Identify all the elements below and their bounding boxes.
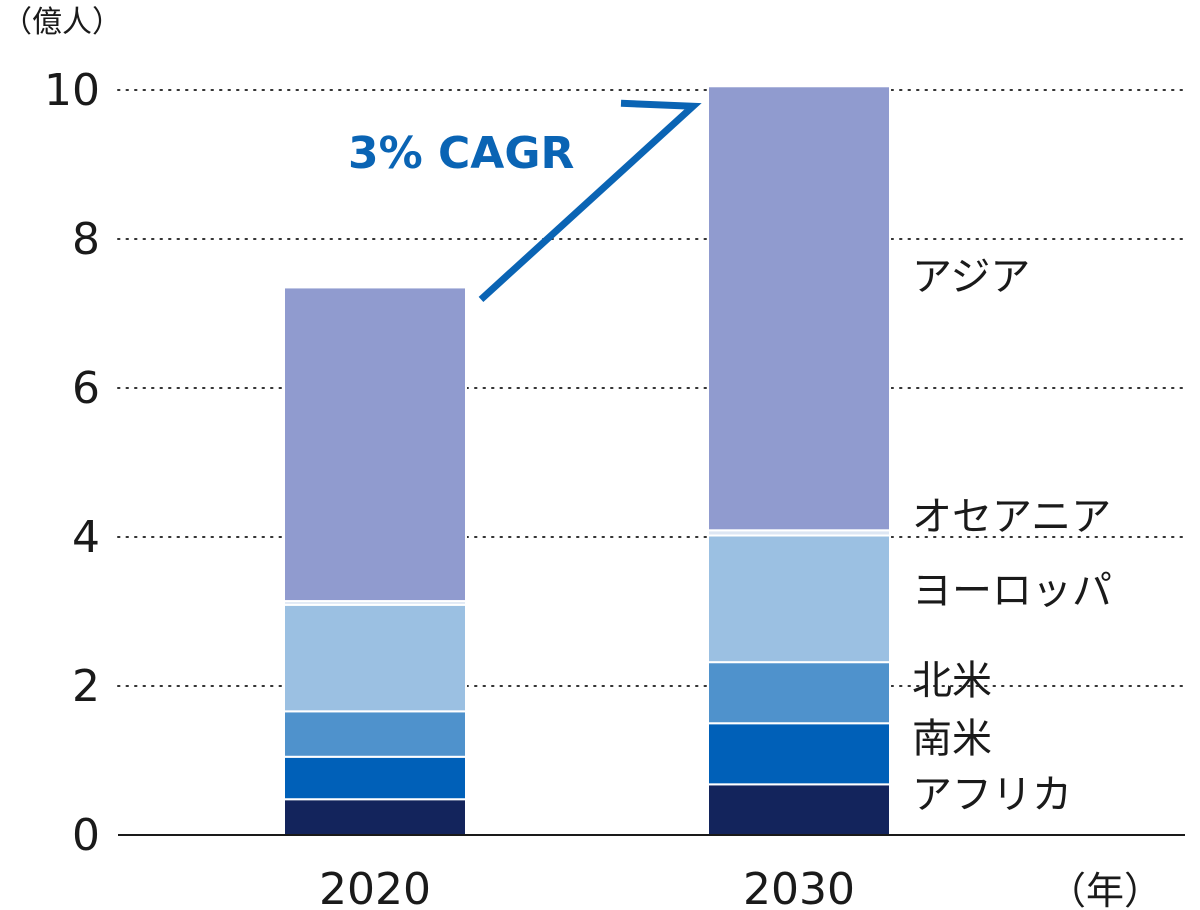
series-label: ヨーロッパ — [912, 568, 1112, 614]
bar-segment — [707, 534, 891, 664]
y-axis-unit-label: （億人） — [2, 5, 122, 40]
bar-segment — [707, 722, 891, 786]
bar-segment — [707, 661, 891, 725]
y-tick-label: 6 — [72, 363, 100, 414]
series-label: アジア — [912, 254, 1030, 300]
bars — [283, 85, 891, 837]
bar-segment — [283, 286, 467, 603]
x-tick-label: 2020 — [319, 864, 431, 910]
bar-segment — [283, 603, 467, 713]
cagr-label: 3% CAGR — [348, 128, 574, 179]
x-axis-unit-label: （年） — [1048, 869, 1162, 910]
series-label: 南米 — [912, 716, 992, 762]
bar-segment — [283, 755, 467, 801]
bar-segment — [283, 710, 467, 758]
bar-segment — [707, 85, 891, 532]
bar-segment — [283, 798, 467, 836]
x-tick-label: 2030 — [743, 864, 855, 910]
series-label: アフリカ — [912, 772, 1072, 818]
cagr-annotation: 3% CAGR — [348, 99, 702, 303]
series-label: オセアニア — [912, 494, 1111, 540]
y-tick-label: 8 — [72, 214, 100, 265]
bar-segment — [707, 783, 891, 837]
y-tick-labels: 0 2 4 6 8 10 — [44, 65, 100, 861]
y-tick-label: 4 — [72, 512, 100, 563]
cagr-arrow-line — [478, 99, 702, 303]
y-tick-label: 2 — [72, 661, 100, 712]
x-tick-labels: 2020 2030 — [319, 864, 855, 910]
series-labels: アフリカ 南米 北米 ヨーロッパ オセアニア アジア — [912, 254, 1112, 818]
y-tick-label: 10 — [44, 65, 100, 116]
series-label: 北米 — [912, 658, 992, 704]
y-tick-label: 0 — [72, 810, 100, 861]
